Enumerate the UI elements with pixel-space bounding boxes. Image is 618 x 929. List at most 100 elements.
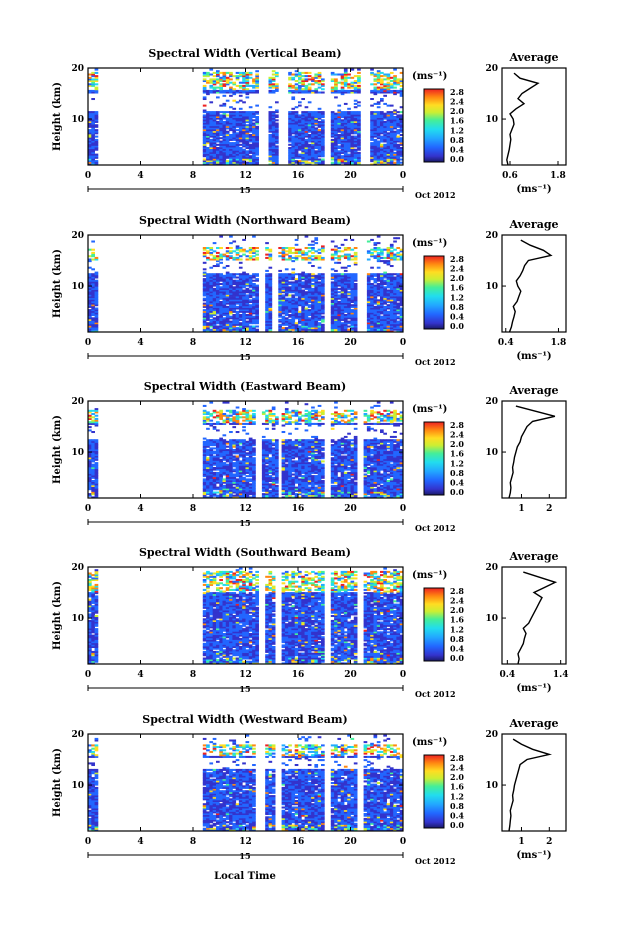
heatmap-cell [334,127,338,130]
heatmap-cell [334,322,338,325]
heatmap-cell [202,160,207,163]
heatmap-cell [389,294,394,297]
heatmap-cell [396,323,401,326]
heatmap-cell [91,489,95,492]
heatmap-cell [370,142,374,145]
heatmap-cell [202,287,207,290]
heatmap-cell [88,310,92,313]
heatmap-cell [225,287,230,290]
heatmap-cell [343,89,348,92]
heatmap-cell [242,155,246,158]
heatmap-cell [91,409,95,412]
heatmap-cell [376,286,381,289]
heatmap-cell [225,143,230,146]
heatmap-cell [238,81,243,84]
heatmap-cell [383,75,387,78]
heatmap-cell [242,276,246,279]
heatmap-cell [222,112,227,115]
heatmap-cell [347,299,351,302]
heatmap-cell [229,94,233,97]
heatmap-cell [235,91,240,94]
heatmap-cell [88,320,92,323]
heatmap-cell [209,401,214,404]
heatmap-cell [206,471,210,474]
heatmap-cell [373,116,378,119]
heatmap-cell [330,294,335,297]
heatmap-cell [376,260,381,263]
heatmap-cell [340,156,345,159]
heatmap-cell [399,143,404,146]
heatmap-cell [317,291,322,294]
heatmap-cell [373,248,378,251]
heatmap-cell [206,302,210,305]
heatmap-cell [219,273,223,276]
heatmap-cell [229,442,233,445]
heatmap-cell [347,134,351,137]
heatmap-cell [366,323,371,326]
heatmap-cell [298,160,302,163]
heatmap-cell [396,305,401,308]
heatmap-cell [311,247,315,250]
heatmap-cell [301,137,305,140]
heatmap-cell [340,297,345,300]
heatmap-cell [268,116,273,119]
heatmap-cell [225,83,230,86]
heatmap-cell [301,305,305,308]
heatmap-cell [94,322,99,325]
heatmap-cell [311,291,315,294]
heatmap-cell [88,297,92,300]
heatmap-cell [314,314,319,317]
heatmap-cell [399,273,404,276]
heatmap-cell [271,155,276,158]
heatmap-cell [212,284,217,287]
heatmap-cell [268,325,273,328]
heatmap-cell [88,158,92,161]
heatmap-cell [386,160,391,163]
heatmap-cell [311,142,315,145]
heatmap-cell [291,307,296,310]
heatmap-cell [202,314,207,317]
heatmap-cell [343,281,348,284]
heatmap-cell [222,484,227,487]
heatmap-cell [376,307,381,310]
heatmap-cell [383,147,387,150]
heatmap-cell [340,119,345,122]
heatmap-cell [353,296,358,299]
heatmap-cell [268,86,273,89]
heatmap-cell [212,307,217,310]
heatmap-cell [238,274,243,277]
heatmap-cell [357,147,361,150]
heatmap-cell [255,156,259,159]
heatmap-cell [219,414,223,417]
heatmap-cell [235,296,240,299]
heatmap-cell [288,328,292,331]
heatmap-cell [219,287,223,290]
heatmap-cell [334,145,338,148]
heatmap-cell [399,299,404,302]
heatmap-cell [350,150,355,153]
heatmap-cell [91,475,95,478]
heatmap-cell [340,134,345,137]
heatmap-cell [330,248,335,251]
heatmap-cell [245,304,250,307]
heatmap-cell [396,307,401,310]
heatmap-cell [202,86,207,89]
heatmap-cell [311,327,315,330]
heatmap-cell [252,138,256,141]
heatmap-cell [373,278,378,281]
heatmap-cell [383,83,387,86]
heatmap-cell [238,273,243,276]
heatmap-cell [383,305,387,308]
heatmap-cell [91,473,95,476]
heatmap-cell [298,291,302,294]
heatmap-cell [334,305,338,308]
heatmap-cell [370,297,374,300]
heatmap-cell [376,76,381,79]
heatmap-cell [317,266,322,269]
heatmap-cell [396,122,401,125]
heatmap-cell [229,255,233,258]
heatmap-cell [347,150,351,153]
heatmap-cell [255,80,259,83]
heatmap-cell [216,116,220,119]
heatmap-cell [307,148,312,151]
